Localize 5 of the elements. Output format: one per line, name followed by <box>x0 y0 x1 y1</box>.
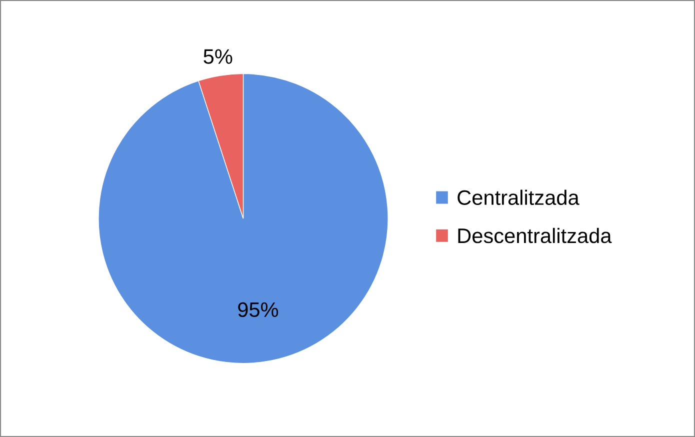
pie-slice <box>98 73 388 364</box>
data-label: 95% <box>238 302 278 318</box>
data-label: 5% <box>204 49 232 64</box>
legend-label: Centralitzada <box>458 190 580 206</box>
legend-label: Descentralitzada <box>458 228 612 244</box>
